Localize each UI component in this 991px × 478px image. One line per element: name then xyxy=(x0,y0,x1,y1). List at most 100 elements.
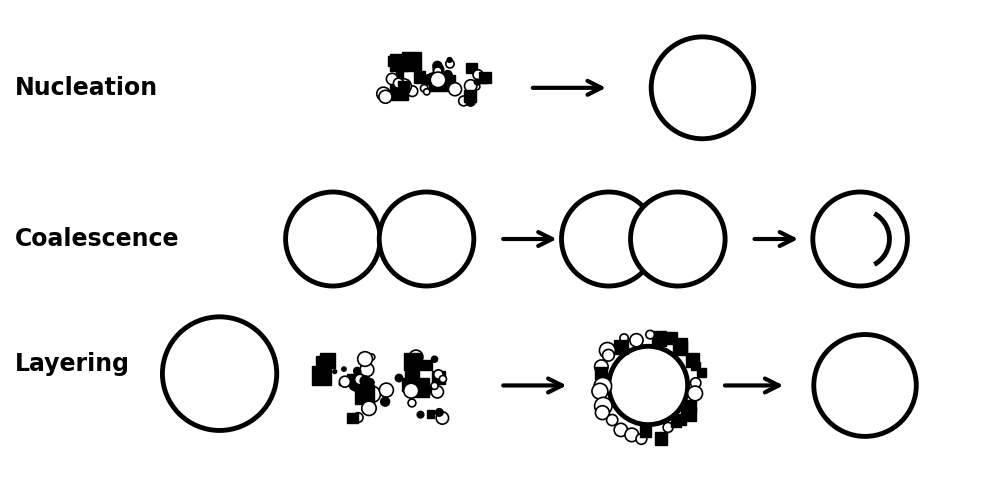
Bar xyxy=(398,81,409,92)
Ellipse shape xyxy=(449,83,462,96)
Bar xyxy=(414,71,425,83)
Bar xyxy=(395,72,403,80)
Ellipse shape xyxy=(396,79,411,94)
Ellipse shape xyxy=(465,80,477,92)
Ellipse shape xyxy=(447,57,453,63)
Ellipse shape xyxy=(326,354,335,364)
Bar xyxy=(686,353,700,367)
Ellipse shape xyxy=(423,89,430,95)
Bar xyxy=(682,407,696,422)
Ellipse shape xyxy=(813,192,908,286)
Ellipse shape xyxy=(341,366,347,372)
Text: Nucleation: Nucleation xyxy=(15,76,158,100)
Ellipse shape xyxy=(418,391,424,396)
Ellipse shape xyxy=(432,64,445,76)
Bar xyxy=(421,360,432,370)
Ellipse shape xyxy=(426,386,435,394)
Bar xyxy=(410,378,429,397)
Text: Coalescence: Coalescence xyxy=(15,227,179,251)
Ellipse shape xyxy=(603,349,614,361)
Ellipse shape xyxy=(630,192,725,286)
Ellipse shape xyxy=(393,78,403,88)
Ellipse shape xyxy=(592,383,607,399)
Ellipse shape xyxy=(355,393,364,401)
Ellipse shape xyxy=(814,335,917,436)
Ellipse shape xyxy=(420,85,428,92)
Bar xyxy=(476,73,485,82)
Bar xyxy=(652,331,666,346)
Ellipse shape xyxy=(423,74,434,86)
Ellipse shape xyxy=(353,367,362,375)
Ellipse shape xyxy=(403,383,418,398)
Ellipse shape xyxy=(606,414,617,425)
Ellipse shape xyxy=(379,90,392,103)
Ellipse shape xyxy=(325,370,330,375)
Ellipse shape xyxy=(417,362,427,371)
Bar xyxy=(466,63,477,74)
Ellipse shape xyxy=(459,96,469,106)
Ellipse shape xyxy=(436,412,449,424)
Bar xyxy=(595,367,606,379)
Ellipse shape xyxy=(416,411,424,419)
Ellipse shape xyxy=(431,386,443,398)
Bar xyxy=(445,75,456,85)
Ellipse shape xyxy=(432,61,443,71)
Ellipse shape xyxy=(443,70,453,80)
Bar xyxy=(312,366,331,385)
Ellipse shape xyxy=(377,87,390,100)
Ellipse shape xyxy=(394,374,403,382)
Text: Layering: Layering xyxy=(15,352,130,376)
Ellipse shape xyxy=(439,376,447,382)
Bar xyxy=(665,332,677,344)
Ellipse shape xyxy=(352,384,360,392)
Ellipse shape xyxy=(380,397,390,407)
Ellipse shape xyxy=(380,192,474,286)
Ellipse shape xyxy=(386,73,397,85)
Ellipse shape xyxy=(595,360,608,373)
Bar xyxy=(390,54,407,71)
Bar xyxy=(675,414,686,425)
Ellipse shape xyxy=(608,346,688,424)
Ellipse shape xyxy=(339,382,343,386)
Ellipse shape xyxy=(408,399,416,407)
Ellipse shape xyxy=(364,386,381,402)
Ellipse shape xyxy=(434,370,443,379)
Bar xyxy=(429,73,447,91)
Bar xyxy=(697,369,706,377)
Ellipse shape xyxy=(474,78,481,86)
Ellipse shape xyxy=(688,386,703,401)
Bar xyxy=(478,74,488,83)
Ellipse shape xyxy=(390,60,402,72)
Ellipse shape xyxy=(380,383,393,397)
Ellipse shape xyxy=(416,384,425,392)
Bar xyxy=(354,371,367,383)
Ellipse shape xyxy=(285,192,381,286)
Ellipse shape xyxy=(332,369,337,374)
Bar xyxy=(640,426,651,437)
Ellipse shape xyxy=(465,96,476,107)
Ellipse shape xyxy=(630,334,643,347)
Bar xyxy=(654,432,668,445)
Ellipse shape xyxy=(431,356,438,363)
Ellipse shape xyxy=(646,330,654,339)
Ellipse shape xyxy=(600,343,615,358)
Ellipse shape xyxy=(474,83,480,90)
Bar xyxy=(432,371,445,384)
Ellipse shape xyxy=(365,378,375,388)
Ellipse shape xyxy=(362,401,377,415)
Ellipse shape xyxy=(614,424,627,436)
Bar xyxy=(692,362,700,370)
Ellipse shape xyxy=(562,192,656,286)
Ellipse shape xyxy=(431,382,438,390)
Ellipse shape xyxy=(355,374,365,385)
Ellipse shape xyxy=(412,63,417,67)
Ellipse shape xyxy=(620,334,628,342)
Bar xyxy=(671,417,681,427)
Ellipse shape xyxy=(353,413,363,423)
Bar xyxy=(402,52,421,71)
Ellipse shape xyxy=(435,408,444,417)
Ellipse shape xyxy=(434,67,442,75)
Bar xyxy=(347,413,358,423)
Ellipse shape xyxy=(625,428,638,442)
Ellipse shape xyxy=(595,397,612,415)
